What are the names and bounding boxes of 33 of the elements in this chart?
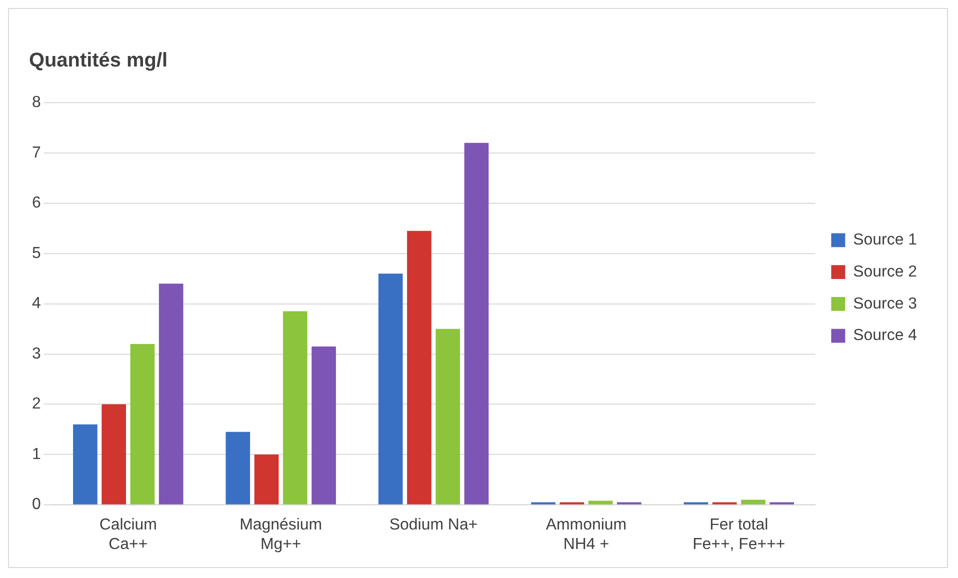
legend-label: Source 4 — [853, 327, 918, 344]
x-tick-label: Sodium Na+ — [389, 516, 478, 534]
bar — [254, 454, 279, 504]
x-tick-label: Magnésium Mg++ — [240, 516, 322, 553]
y-tick-label: 4 — [32, 295, 41, 312]
bar — [588, 500, 613, 504]
y-tick-label: 2 — [32, 396, 41, 413]
bar — [73, 424, 98, 504]
bar — [378, 274, 403, 504]
y-tick-label: 7 — [32, 144, 41, 162]
y-tick-label: 1 — [32, 446, 41, 463]
bar — [158, 284, 184, 504]
bar — [436, 328, 460, 504]
y-tick-label: 6 — [32, 194, 41, 212]
legend-label: Source 2 — [853, 263, 918, 280]
y-tick-label: 0 — [32, 496, 41, 514]
bar — [312, 346, 336, 504]
y-tick-label: 8 — [32, 94, 41, 112]
chart-title: Quantités mg/l — [28, 49, 168, 72]
x-tick-label: Calcium Ca++ — [99, 516, 157, 553]
bar — [226, 432, 250, 504]
bar — [130, 344, 155, 504]
legend-label: Source 1 — [853, 232, 918, 249]
x-tick-label: Ammonium NH4 + — [546, 516, 627, 553]
x-tick-label: Fer total Fe++, Fe+++ — [692, 516, 786, 553]
y-tick-label: 3 — [32, 345, 41, 362]
legend-label: Source 3 — [853, 295, 918, 312]
bar — [102, 404, 126, 504]
bar — [282, 311, 308, 504]
bar — [407, 230, 432, 504]
bar — [741, 500, 766, 504]
bar — [464, 142, 489, 504]
y-tick-label: 5 — [32, 244, 41, 262]
